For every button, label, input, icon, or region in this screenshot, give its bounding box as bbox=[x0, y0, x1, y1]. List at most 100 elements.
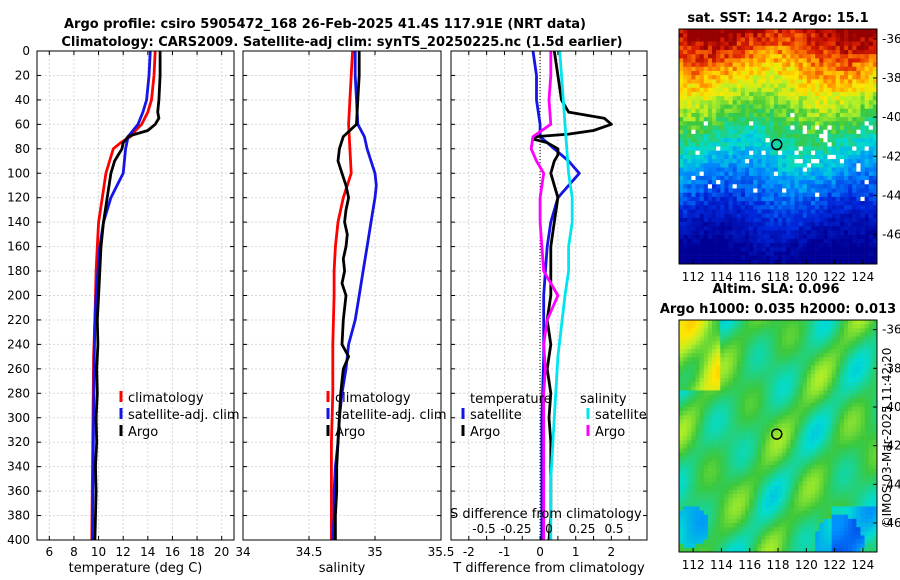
map-cell bbox=[786, 402, 791, 408]
map-cell bbox=[790, 112, 795, 118]
map-cell bbox=[794, 473, 799, 478]
map-cell bbox=[798, 163, 804, 168]
map-cell bbox=[868, 171, 874, 177]
map-cell bbox=[720, 196, 725, 202]
map-cell bbox=[728, 70, 733, 76]
map-cell bbox=[835, 167, 841, 172]
map-cell bbox=[707, 373, 713, 379]
map-cell bbox=[687, 33, 692, 38]
map-cell bbox=[687, 188, 692, 193]
map-cell bbox=[848, 112, 853, 118]
map-cell bbox=[716, 469, 721, 474]
map-cell bbox=[827, 465, 832, 470]
map-cell bbox=[860, 324, 865, 329]
map-cell bbox=[823, 477, 828, 482]
map-cell bbox=[757, 448, 762, 453]
map-cell bbox=[790, 255, 795, 261]
map-cell bbox=[786, 386, 791, 391]
map-cell bbox=[811, 398, 816, 404]
map-cell bbox=[868, 477, 874, 482]
map-cell bbox=[815, 369, 820, 375]
map-cell bbox=[761, 146, 766, 151]
map-cell bbox=[757, 230, 762, 235]
map-cell bbox=[691, 217, 696, 223]
map-cell bbox=[827, 146, 832, 151]
map-cell bbox=[827, 238, 832, 244]
map-cell bbox=[811, 452, 816, 458]
map-cell bbox=[790, 196, 795, 202]
map-cell bbox=[749, 96, 754, 101]
map-cell bbox=[844, 100, 849, 105]
map-cell bbox=[712, 112, 717, 118]
map-cell bbox=[794, 222, 799, 227]
map-cell bbox=[720, 336, 725, 342]
map-cell bbox=[736, 436, 742, 441]
map-cell bbox=[691, 398, 696, 404]
map-cell bbox=[749, 150, 754, 156]
map-cell bbox=[815, 121, 820, 126]
map-cell bbox=[856, 41, 861, 47]
map-cell bbox=[848, 469, 853, 474]
map-cell bbox=[786, 469, 791, 474]
map-cell bbox=[724, 365, 729, 371]
map-cell bbox=[707, 87, 713, 93]
map-cell bbox=[720, 96, 725, 101]
map-cell bbox=[740, 398, 746, 404]
map-cell bbox=[736, 373, 742, 379]
map-cell bbox=[794, 469, 799, 474]
map-cell bbox=[831, 175, 837, 181]
map-cell bbox=[860, 340, 865, 346]
map-cell bbox=[811, 247, 816, 252]
x-tick-label: 34 bbox=[235, 545, 250, 559]
map-cell bbox=[794, 402, 799, 408]
map-cell bbox=[811, 222, 816, 227]
map-cell bbox=[794, 255, 799, 261]
map-cell bbox=[736, 473, 742, 478]
map-cell bbox=[872, 201, 878, 206]
map-cell bbox=[835, 201, 841, 206]
map-cell bbox=[778, 222, 783, 227]
map-cell bbox=[782, 407, 787, 412]
map-cell bbox=[703, 456, 709, 462]
map-cell bbox=[852, 163, 857, 168]
map-cell bbox=[798, 378, 804, 383]
map-cell bbox=[786, 70, 791, 76]
map-cell bbox=[679, 49, 684, 55]
map-cell bbox=[806, 117, 812, 122]
map-cell bbox=[712, 83, 717, 89]
map-cell bbox=[687, 378, 692, 383]
map-cell bbox=[852, 196, 857, 202]
map-cell bbox=[864, 390, 870, 395]
map-cell bbox=[749, 217, 754, 223]
map-cell bbox=[872, 87, 878, 93]
map-cell bbox=[778, 184, 783, 189]
map-cell bbox=[699, 324, 705, 329]
map-cell bbox=[872, 340, 878, 346]
map-cell bbox=[749, 192, 754, 198]
map-cell bbox=[806, 452, 812, 458]
map-cell bbox=[852, 255, 857, 261]
map-cell bbox=[798, 230, 804, 235]
map-cell bbox=[687, 398, 692, 404]
map-cell bbox=[765, 407, 771, 412]
map-cell bbox=[749, 423, 754, 429]
map-cell bbox=[835, 133, 841, 139]
map-cell bbox=[740, 386, 746, 391]
map-cell bbox=[691, 75, 696, 80]
map-cell bbox=[782, 247, 787, 252]
map-cell bbox=[815, 440, 820, 445]
map-cell bbox=[819, 259, 824, 265]
map-cell bbox=[786, 226, 791, 231]
map-cell bbox=[778, 230, 783, 235]
map-cell bbox=[823, 29, 828, 34]
map-cell bbox=[691, 96, 696, 101]
map-cell bbox=[782, 33, 787, 38]
map-cell bbox=[773, 259, 779, 265]
map-cell bbox=[761, 481, 766, 487]
map-cell bbox=[844, 320, 849, 325]
map-cell bbox=[716, 230, 721, 235]
map-cell bbox=[703, 87, 709, 93]
map-cell bbox=[687, 411, 692, 416]
map-cell bbox=[687, 91, 692, 97]
map-cell bbox=[852, 209, 857, 214]
